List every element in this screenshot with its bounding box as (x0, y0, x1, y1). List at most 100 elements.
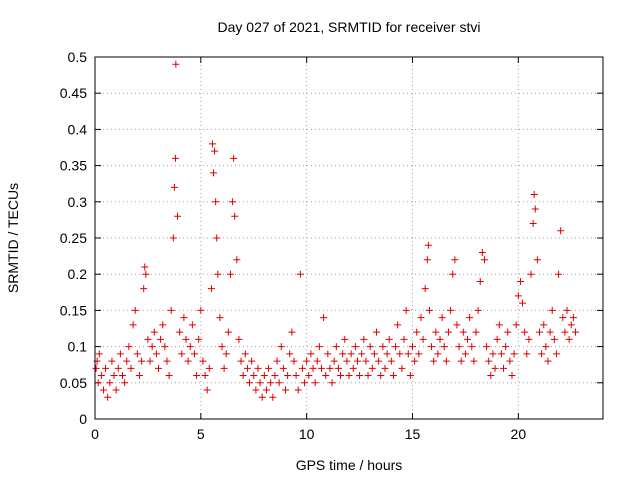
data-point (544, 357, 552, 365)
data-point (282, 386, 289, 394)
data-point (193, 372, 201, 380)
data-point (419, 335, 427, 343)
data-point (531, 205, 539, 213)
data-point (373, 328, 381, 336)
data-point (519, 299, 527, 307)
data-point (201, 372, 209, 380)
data-points (92, 60, 579, 401)
data-point (495, 321, 503, 329)
data-point (461, 350, 469, 358)
data-point (379, 343, 387, 351)
data-point (404, 350, 412, 358)
data-point (305, 372, 313, 380)
data-point (563, 306, 571, 314)
data-point (351, 343, 359, 351)
data-point (167, 306, 175, 314)
data-point (250, 372, 258, 380)
data-point (197, 306, 205, 314)
data-point (237, 357, 245, 365)
data-point (421, 285, 429, 293)
data-point (211, 147, 219, 155)
data-point (324, 350, 332, 358)
data-point (216, 314, 224, 322)
data-point (360, 335, 368, 343)
data-point (212, 198, 220, 206)
data-point (121, 379, 129, 387)
data-point (114, 364, 122, 372)
data-point (493, 335, 501, 343)
data-point (362, 357, 370, 365)
data-point (483, 343, 491, 351)
data-point (523, 350, 531, 358)
data-point (343, 357, 351, 365)
data-point (203, 386, 211, 394)
data-point (480, 256, 488, 264)
x-tick-label: 5 (197, 426, 205, 442)
data-point (262, 386, 270, 394)
data-point (108, 357, 116, 365)
data-point (442, 357, 450, 365)
data-point (438, 314, 446, 322)
data-point (417, 314, 425, 322)
data-point (307, 350, 315, 358)
data-point (157, 335, 165, 343)
data-point (292, 372, 300, 380)
data-point (315, 343, 323, 351)
data-point (444, 328, 452, 336)
data-point (455, 343, 463, 351)
data-point (243, 364, 251, 372)
data-point (213, 234, 221, 242)
x-tick-label: 20 (511, 426, 527, 442)
data-point (413, 328, 421, 336)
data-point (301, 379, 309, 387)
data-point (309, 364, 317, 372)
data-point (409, 343, 416, 351)
data-point (256, 379, 264, 387)
chart-title: Day 027 of 2021, SRMTID for receiver stv… (218, 19, 481, 35)
x-tick-label: 10 (299, 426, 315, 442)
data-point (341, 335, 349, 343)
data-point (504, 328, 512, 336)
data-point (252, 386, 260, 394)
data-point (423, 256, 431, 264)
data-point (195, 335, 203, 343)
y-tick-label: 0.15 (60, 302, 87, 318)
data-point (224, 328, 232, 336)
data-point (133, 350, 141, 358)
data-point (144, 335, 152, 343)
data-point (116, 350, 124, 358)
data-point (502, 343, 510, 351)
data-point (497, 350, 505, 358)
data-point (313, 357, 321, 365)
grid-lines (95, 57, 603, 419)
plot-frame (94, 56, 604, 420)
x-tick-label: 0 (91, 426, 99, 442)
data-point (527, 270, 535, 278)
y-tick-label: 0.25 (60, 230, 87, 246)
y-tick-label: 0.5 (68, 49, 88, 65)
data-point (220, 364, 228, 372)
data-point (125, 343, 133, 351)
data-point (163, 357, 171, 365)
data-point (169, 234, 177, 242)
data-point (538, 350, 546, 358)
data-point (119, 372, 127, 380)
data-point (298, 364, 306, 372)
data-point (320, 314, 328, 322)
data-point (436, 335, 444, 343)
data-point (406, 372, 414, 380)
data-point (536, 328, 543, 336)
data-point (375, 357, 383, 365)
data-point (559, 314, 567, 322)
data-point (466, 314, 474, 322)
data-point (277, 343, 285, 351)
data-point (140, 285, 148, 293)
data-point (288, 328, 296, 336)
data-point (241, 350, 249, 358)
data-point (303, 357, 311, 365)
data-point (271, 372, 279, 380)
data-point (516, 277, 524, 285)
data-point (552, 350, 560, 358)
data-point (366, 343, 374, 351)
